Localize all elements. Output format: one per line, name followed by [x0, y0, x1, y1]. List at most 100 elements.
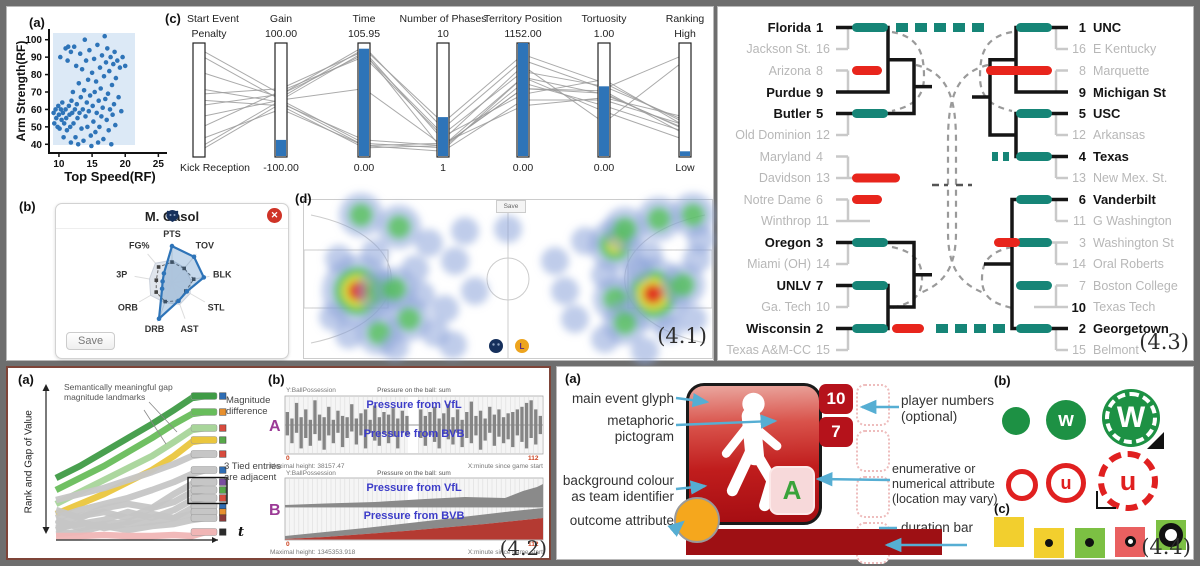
team-name: Vanderbilt — [1093, 192, 1156, 207]
bracket-team-row: 9 Michigan St — [1070, 81, 1193, 103]
bracket-team-row: Butler 5 — [718, 103, 832, 125]
svg-text:0.00: 0.00 — [354, 162, 375, 174]
label-enumerative: enumerative or numerical attribute (loca… — [892, 462, 998, 506]
bracket-team-row: Old Dominion 12 — [718, 124, 832, 146]
team-seed: 13 — [816, 171, 830, 185]
bracket-team-row: 11 G Washington — [1070, 210, 1193, 232]
bracket-team-row: Maryland 4 — [718, 146, 832, 168]
svg-text:BLK: BLK — [213, 269, 232, 279]
upset-ring-small — [1006, 469, 1038, 501]
svg-text:80: 80 — [31, 70, 43, 81]
svg-text:105.95: 105.95 — [348, 28, 380, 40]
svg-text:-100.00: -100.00 — [263, 162, 299, 174]
scale-square-3 — [1074, 527, 1105, 558]
bracket-team-row: 1 UNC — [1070, 17, 1193, 39]
svg-text:50: 50 — [31, 122, 43, 133]
figure-caption-4-3: (4.3) — [1139, 330, 1189, 354]
scale-square-4 — [1115, 526, 1146, 557]
team-name: G Washington — [1093, 214, 1172, 228]
ghost-cell — [856, 430, 890, 472]
duration-bar — [686, 529, 942, 555]
team-seed: 6 — [1078, 192, 1086, 207]
team-seed: 7 — [1079, 278, 1086, 293]
label-background-colour: background colour as team identifier — [562, 473, 674, 504]
team-name: Ga. Tech — [761, 300, 811, 314]
win-circle-large: W — [1102, 389, 1164, 449]
team-name: UNLV — [776, 278, 811, 293]
bracket-team-row: 16 E Kentucky — [1070, 38, 1193, 60]
team-name: Butler — [773, 106, 811, 121]
svg-text:Kick Reception: Kick Reception — [180, 162, 250, 174]
scatter-plot: 10 15 20 25 40 50 60 70 80 90 100 Top Speed(RF) Arm … — [14, 29, 167, 184]
close-icon[interactable]: ✕ — [267, 208, 282, 223]
svg-text:25: 25 — [153, 159, 165, 170]
team-seed: 14 — [1072, 257, 1086, 271]
team-seed: 12 — [816, 128, 830, 142]
team-seed: 6 — [816, 192, 823, 207]
bracket-team-row: Winthrop 11 — [718, 210, 832, 232]
team-seed: 15 — [816, 343, 830, 357]
team-name: Belmont — [1093, 343, 1139, 357]
subfigure-label-c: (c) — [165, 11, 181, 26]
bracket-team-row: 6 Vanderbilt — [1070, 189, 1193, 211]
bracket-team-row: Oregon 3 — [718, 232, 832, 254]
team-seed: 8 — [816, 63, 823, 78]
scatter-points — [51, 33, 128, 149]
svg-text:DRB: DRB — [145, 324, 165, 334]
team-name: Washington St — [1093, 235, 1174, 250]
pressure-bar-chart-a — [284, 395, 544, 455]
team-name: Winthrop — [760, 214, 811, 228]
team-seed: 12 — [1072, 128, 1086, 142]
upset-ring-medium: u — [1046, 463, 1086, 503]
pressure-area-chart-b — [284, 477, 544, 541]
svg-text:Gain: Gain — [270, 13, 292, 25]
svg-text:1: 1 — [440, 162, 446, 174]
enumerative-attribute-box: A — [769, 466, 815, 515]
subfigure-label-b: (b) — [19, 199, 36, 214]
team-name: Oral Roberts — [1093, 257, 1164, 271]
team-name: Florida — [767, 20, 811, 35]
subfigure-label-c: (c) — [994, 501, 1010, 516]
bracket-team-row: UNLV 7 — [718, 275, 832, 297]
team-seed: 5 — [816, 106, 824, 121]
bracket-team-row: Wisconsin 2 — [718, 318, 832, 340]
bracket-team-row: 5 USC — [1070, 103, 1193, 125]
team-seed: 8 — [1079, 63, 1086, 78]
team-seed: 1 — [1078, 20, 1086, 35]
save-button[interactable]: Save — [496, 200, 526, 213]
figure-caption-4-4: (4.4) — [1141, 535, 1191, 559]
svg-text:10: 10 — [437, 28, 449, 40]
bracket-team-row: 10 Texas Tech — [1070, 296, 1193, 318]
corner-triangle — [1147, 432, 1164, 449]
bracket-team-row: 2 Georgetown — [1070, 318, 1193, 340]
team-seed: 1 — [816, 20, 824, 35]
pressure-charts-region: (b) Y:BallPossession Pressure on the bal… — [256, 370, 551, 560]
bump-chart-region: (a) Rank and Gap of Value Semantically m… — [12, 370, 281, 556]
subfigure-label-b: (b) — [994, 373, 1011, 388]
player-number-badge: 10 — [819, 384, 853, 414]
corner-bracket — [1096, 491, 1116, 509]
bracket-team-row: 3 Washington St — [1070, 232, 1193, 254]
player-stat-card: M. Gasol ✕ PTS TOV BLK STL AST DRB ORB 3P FG% Sa… — [55, 203, 289, 359]
svg-text:15: 15 — [87, 159, 99, 170]
player-number-badges: 10 7 — [819, 384, 853, 450]
card-header: M. Gasol ✕ — [56, 204, 288, 229]
panel-4-3-bracket: Florida 1 Jackson St. 16 Arizona 8 Purdue 9 Butl… — [717, 6, 1194, 361]
svg-text:FG%: FG% — [129, 240, 150, 250]
svg-text:100.00: 100.00 — [265, 28, 297, 40]
svg-text:3P: 3P — [116, 269, 127, 279]
svg-text:PTS: PTS — [163, 229, 181, 239]
ghost-cell — [856, 476, 890, 518]
win-circle-medium: w — [1046, 400, 1086, 440]
team-name: Notre Dame — [743, 192, 811, 207]
svg-text:70: 70 — [31, 88, 43, 99]
svg-text:Arm Strength(RF): Arm Strength(RF) — [14, 41, 28, 142]
chart-b-top-series-label: Pressure from VfL — [366, 482, 462, 494]
team-name: UNC — [1093, 20, 1122, 35]
team-seed: 3 — [816, 235, 824, 250]
team-seed: 10 — [1071, 299, 1086, 315]
subfigure-label-b: (b) — [268, 372, 285, 387]
save-button[interactable]: Save — [66, 332, 116, 350]
team-name: Old Dominion — [735, 128, 811, 142]
chart-b-y-label: Y:BallPossession — [286, 470, 336, 477]
